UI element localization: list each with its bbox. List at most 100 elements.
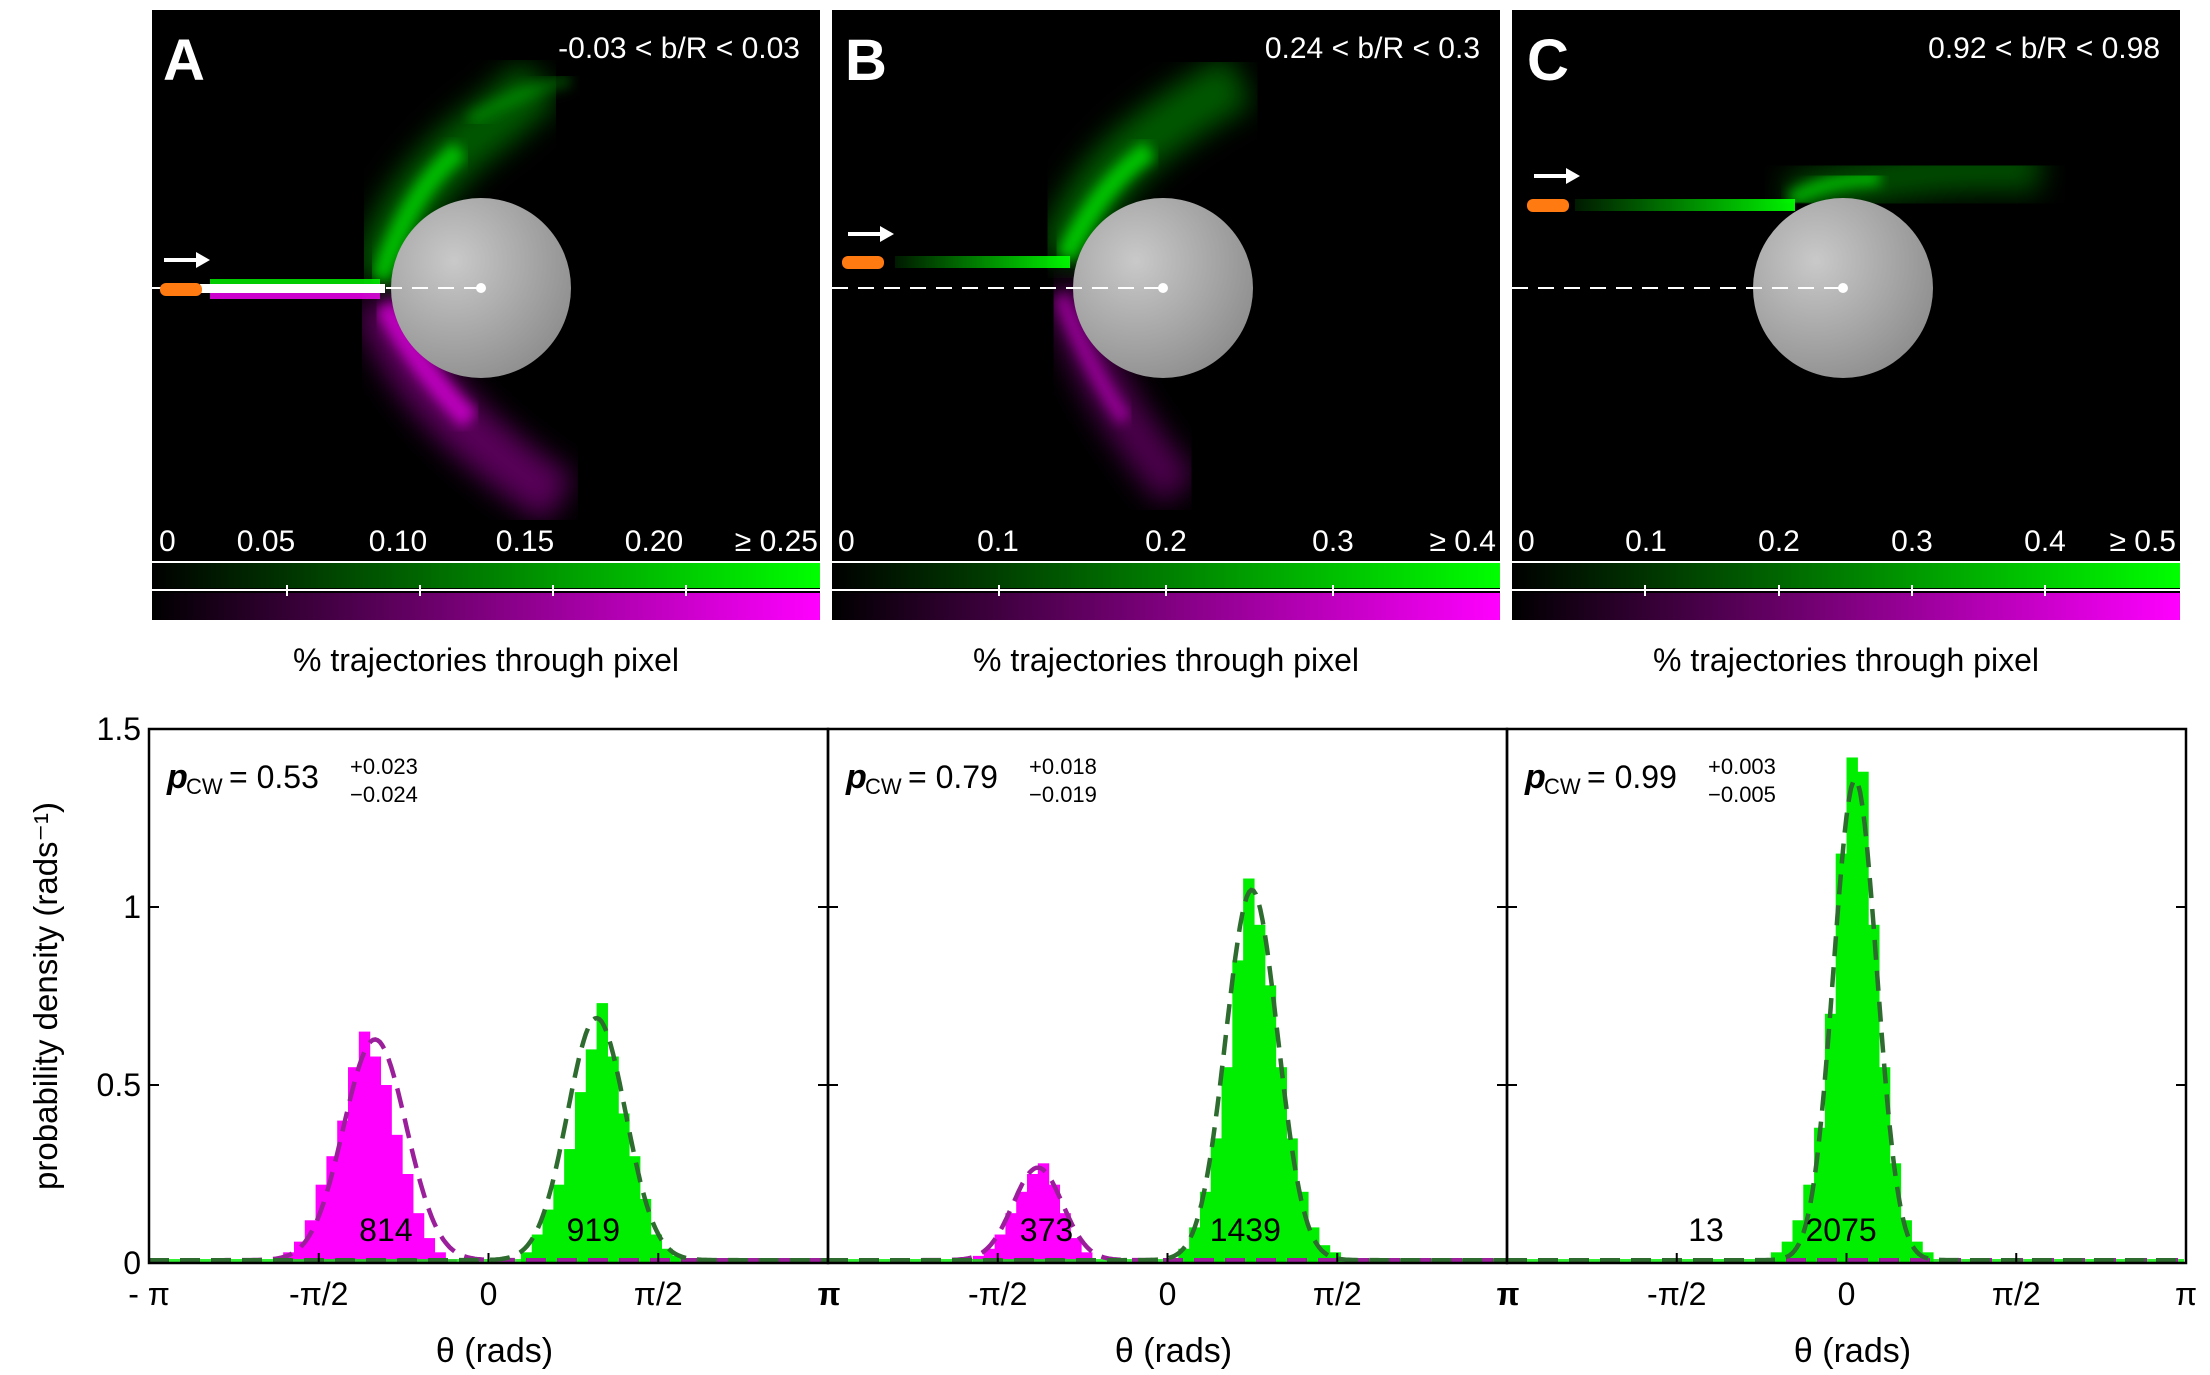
pcw-upper-error: +0.003 [1708,754,1776,779]
histogram-bar [380,1085,392,1263]
y-tick-label: 1.5 [97,711,141,747]
x-axis-label: θ (rads) [436,1332,553,1370]
cw-trajectory-density [895,55,1253,269]
x-tick-label: π [1496,1276,1518,1312]
y-axis-label: probability density (rads⁻¹) [27,802,64,1190]
histogram-bar [531,1234,544,1263]
impact-parameter-range: 0.24 < b/R < 0.3 [1265,32,1480,65]
y-tick-label: 1 [123,889,141,925]
histogram-bar [520,1252,533,1263]
histogram-bar [1868,924,1880,1263]
histogram-bar [1005,1213,1017,1263]
obstacle-centre [476,283,486,293]
obstacle-centre [1158,283,1168,293]
histogram-bar [412,1213,425,1263]
colorbar-tick: 0.4 [2024,525,2066,558]
histogram-bar [1189,1227,1201,1263]
histogram-panel-b: 373 1439 π -π/2 0 π/2 π θ (rads) pCW = 0.79 +0.018… [817,727,1520,1370]
histogram-bar [1878,1067,1891,1263]
colorbar-cw [152,563,820,588]
clockwise-fit-curve [149,1015,828,1263]
clockwise-series [1178,878,1342,1263]
histogram-bar [596,1003,608,1263]
histogram-bar [1253,924,1266,1263]
histogram-bar [1199,1191,1212,1263]
histogram-bar [564,1149,576,1263]
histogram-bar [358,1031,371,1263]
colorbar-tick: ≥ 0.5 [2109,525,2176,558]
histogram-bar [994,1234,1007,1263]
histogram-bar [369,1056,382,1263]
y-tick-label: 0 [123,1245,141,1281]
colorbar-label: % trajectories through pixel [293,642,679,678]
start-marker [160,283,202,296]
plot-frame [826,727,1509,1265]
colorbar-tick: ≥ 0.4 [1429,525,1496,558]
histogram-bar [983,1248,996,1263]
colorbar-tick: 0.20 [625,525,683,558]
pcw-lower-error: −0.019 [1029,782,1097,807]
impact-parameter-range: -0.03 < b/R < 0.03 [558,32,800,65]
histogram-panel-a: 814 919 - π -π/2 0 π/2 π θ (rads) pCW = 0.53 +0.02… [27,711,841,1370]
pcw-symbol: p [1524,758,1546,796]
pcw-symbol: p [845,758,867,796]
obstacle-centre [1838,283,1848,293]
histogram-bar [1275,1067,1287,1263]
impact-parameter-range: 0.92 < b/R < 0.98 [1928,32,2160,65]
x-tick-label: -π/2 [289,1276,348,1312]
histogram-bar [304,1220,317,1263]
histogram-panels: 814 919- π -π/2 0 π/2 πθ (rads)pCW = 0.53 +0.02… [27,711,2197,1370]
x-tick-label: 0 [480,1276,498,1312]
x-tick-label: π [817,1276,839,1312]
counter-clockwise-fit-curve [828,1165,1507,1263]
colorbar-tick: 0.2 [1758,525,1800,558]
histogram-bar [337,1120,349,1263]
colorbar-label: % trajectories through pixel [1653,642,2039,678]
histogram-bar [1081,1252,1093,1263]
histogram-bar [542,1209,554,1263]
histogram-bar [1781,1241,1794,1263]
colorbar-tick: 0.05 [237,525,295,558]
x-tick-label: π [2175,1276,2197,1312]
panel-letter: A [163,28,205,93]
x-tick-label: - π [128,1276,170,1312]
histogram-bar [1889,1163,1902,1263]
x-tick-label: -π/2 [1647,1276,1706,1312]
pcw-upper-error: +0.018 [1029,754,1097,779]
histogram-bar [1792,1220,1804,1263]
heatmap-panel-c: C 0.92 < b/R < 0.98 0 0.1 0.2 0.3 0.4 ≥ … [1512,10,2180,558]
colorbar-b: % trajectories through pixel [832,558,1500,678]
histogram-bar [283,1252,295,1263]
clockwise-fit-curve [1507,776,2186,1263]
histogram-bar [326,1156,338,1263]
colorbar-tick: 0.3 [1891,525,1933,558]
colorbar-ccw [1512,593,2180,620]
histogram-bar [607,1056,619,1263]
histogram-bar [1307,1227,1320,1263]
counter-clockwise-count-label: 373 [1020,1212,1073,1248]
x-tick-label: π [1498,1276,1520,1312]
heatmap-panel-b: B 0.24 < b/R < 0.3 0 0.1 0.2 0.3 ≥ 0.4 [832,10,1500,558]
ccw-trajectory-density [210,289,575,524]
pcw-lower-error: −0.024 [350,782,418,807]
histogram-bar [1770,1252,1783,1263]
pcw-upper-error: +0.023 [350,754,418,779]
histogram-bar [628,1156,641,1263]
colorbar-tick: 0 [1518,525,1535,558]
clockwise-count-label: 919 [567,1212,620,1248]
pcw-lower-error: −0.005 [1708,782,1776,807]
histogram-bar [1178,1248,1190,1263]
histogram-bar [1232,960,1244,1263]
histogram-bar [1243,878,1255,1263]
pcw-subscript: CW [186,774,223,799]
colorbar-tick: ≥ 0.25 [735,525,818,558]
histogram-bar [1016,1191,1028,1263]
colorbar-cw [832,563,1500,588]
direction-arrow-icon [164,252,210,268]
colorbar-tick: 0.15 [496,525,554,558]
cw-trajectory-density [1575,146,2042,222]
histogram-bar [585,1049,598,1263]
direction-arrow-icon [848,226,894,242]
x-tick-label: 0 [1838,1276,1856,1312]
colorbar-tick: 0.3 [1312,525,1354,558]
